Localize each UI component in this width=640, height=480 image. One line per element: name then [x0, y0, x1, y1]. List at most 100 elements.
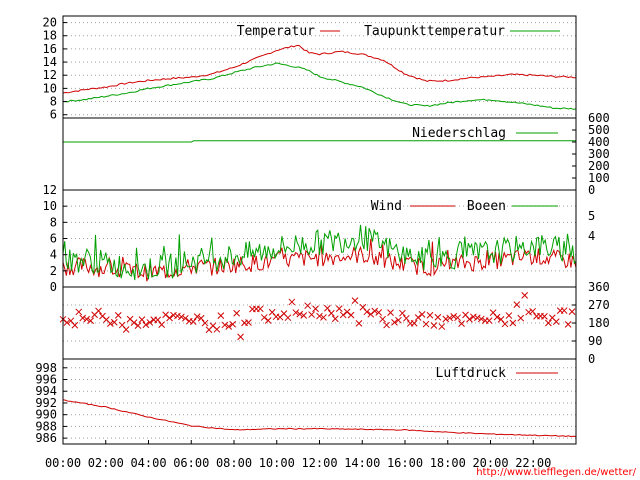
x-tick-label: 06:00 [173, 456, 209, 470]
legend-label: Boeen [467, 199, 506, 214]
wind-direction-point [308, 311, 315, 318]
niederschlag-line [63, 140, 576, 143]
wind-direction-point [300, 312, 308, 319]
wind-direction-point [521, 292, 529, 299]
y-tick-label: 600 [588, 111, 610, 125]
y-tick-label: 988 [35, 419, 57, 433]
wind-direction-point [130, 319, 138, 326]
y-tick-label: 0 [588, 352, 595, 366]
x-tick-label: 04:00 [130, 456, 166, 470]
wind-direction-point [545, 319, 552, 327]
wind-direction-point [363, 308, 371, 316]
wind-direction-point [402, 314, 410, 322]
wind-direction-point [331, 315, 339, 323]
wind-direction-point [178, 313, 185, 321]
wind-direction-point [387, 309, 394, 316]
wind-direction-point [513, 301, 521, 308]
wind-direction-point [292, 309, 300, 316]
wind-direction-point [410, 319, 418, 327]
wind-direction-point [107, 320, 114, 327]
wind-direction-point [426, 311, 434, 319]
y-right-tick-label: 5 [588, 209, 595, 223]
y-tick-label: 2 [50, 264, 57, 278]
wind-direction-point [264, 317, 272, 324]
y-tick-label: 0 [50, 280, 57, 294]
wind-direction-point [383, 321, 390, 329]
y-tick-label: 18 [43, 29, 57, 43]
wind-direction-point [122, 326, 130, 333]
y-tick-label: 6 [50, 232, 57, 246]
y-tick-label: 14 [43, 55, 57, 69]
wind-direction-point [233, 309, 240, 317]
legend-label: Wind [371, 199, 402, 214]
y-tick-label: 180 [588, 316, 610, 330]
wind-direction-point [517, 314, 525, 322]
wind-direction-point [114, 311, 122, 319]
wind-direction-point [505, 312, 513, 319]
wind-direction-point [414, 314, 422, 321]
wind-direction-point [458, 320, 465, 327]
wind-direction-point [347, 311, 355, 319]
wind-direction-point [395, 316, 402, 324]
y-tick-label: 986 [35, 431, 57, 445]
wind-direction-point [509, 319, 517, 327]
wind-direction-point [339, 311, 347, 319]
legend-label: Niederschlag [412, 126, 506, 141]
wind-direction-point [446, 314, 454, 322]
wind-direction-point [71, 321, 79, 329]
wind-direction-point [324, 304, 331, 312]
x-tick-label: 02:00 [88, 456, 124, 470]
wind-direction-point [355, 320, 363, 327]
y-tick-label: 996 [35, 373, 57, 387]
wind-direction-point [430, 322, 438, 329]
wind-direction-point [181, 314, 189, 322]
wind-direction-point [75, 308, 83, 316]
wind-direction-point [379, 315, 386, 323]
boeen-line [62, 224, 577, 281]
wind-direction-point [166, 314, 173, 322]
wind-direction-point [110, 318, 118, 326]
wind-direction-point [174, 312, 181, 320]
y-tick-label: 12 [43, 183, 57, 197]
wind-direction-point [434, 313, 442, 321]
wind-direction-point [296, 310, 304, 318]
y-right-tick-label: 4 [588, 229, 595, 243]
y-tick-label: 16 [43, 42, 57, 56]
wind-direction-point [221, 321, 229, 329]
wind-direction-point [79, 314, 87, 322]
wind-direction-point [466, 315, 473, 323]
wind-direction-point [83, 315, 91, 323]
wind-direction-point [485, 317, 493, 324]
wind-direction-point [493, 313, 501, 321]
wind-direction-point [288, 298, 296, 306]
wind-direction-point [375, 309, 383, 316]
wind-direction-point [470, 313, 477, 321]
x-tick-label: 22:00 [515, 456, 551, 470]
wind-direction-point [351, 297, 359, 304]
x-tick-label: 20:00 [472, 456, 508, 470]
wind-direction-point [418, 311, 426, 318]
wind-direction-point [213, 325, 221, 333]
y-tick-label: 90 [588, 334, 602, 348]
y-tick-label: 100 [588, 171, 610, 185]
wind-direction-point [284, 314, 292, 322]
wind-direction-point [197, 314, 205, 322]
wind-direction-point [552, 318, 560, 326]
wind-direction-point [237, 333, 244, 341]
wind-direction-point [316, 312, 323, 320]
y-tick-label: 20 [43, 16, 57, 30]
source-url: http://www.tiefflegen.de/wetter/ [476, 467, 636, 478]
wind-direction-point [442, 315, 450, 323]
wind-direction-point [217, 312, 225, 319]
wind-direction-point [568, 308, 576, 316]
x-tick-label: 14:00 [344, 456, 380, 470]
wind-direction-point [245, 319, 252, 326]
wind-direction-point [450, 313, 458, 320]
legend-label: Taupunkttemperatur [364, 24, 505, 39]
wind-direction-point [473, 314, 481, 322]
wind-direction-point [95, 307, 102, 315]
wind-direction-point [154, 316, 162, 324]
wind-direction-point [229, 320, 237, 328]
y-tick-label: 8 [50, 95, 57, 109]
